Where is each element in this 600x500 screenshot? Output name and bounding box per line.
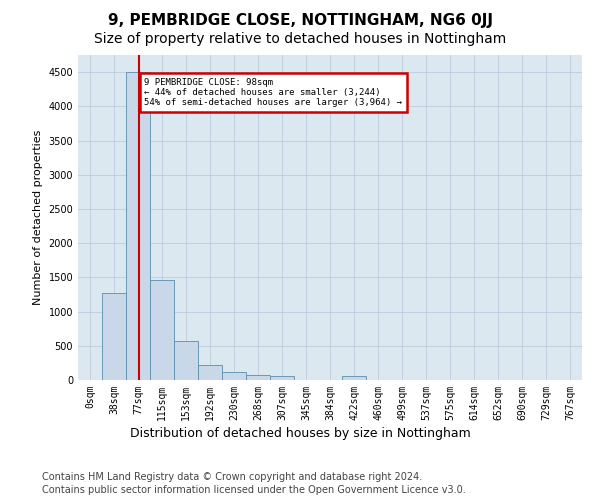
Bar: [222, 372, 246, 380]
Text: Contains public sector information licensed under the Open Government Licence v3: Contains public sector information licen…: [42, 485, 466, 495]
Bar: [246, 375, 270, 380]
Bar: [102, 293, 126, 380]
Bar: [342, 376, 366, 380]
Bar: [270, 376, 294, 380]
Bar: [174, 340, 198, 380]
Bar: [198, 364, 222, 380]
Text: Contains HM Land Registry data © Crown copyright and database right 2024.: Contains HM Land Registry data © Crown c…: [42, 472, 422, 482]
Text: 9, PEMBRIDGE CLOSE, NOTTINGHAM, NG6 0JJ: 9, PEMBRIDGE CLOSE, NOTTINGHAM, NG6 0JJ: [107, 12, 493, 28]
Bar: [126, 72, 150, 380]
Bar: [150, 280, 174, 380]
Text: Distribution of detached houses by size in Nottingham: Distribution of detached houses by size …: [130, 428, 470, 440]
Text: Size of property relative to detached houses in Nottingham: Size of property relative to detached ho…: [94, 32, 506, 46]
Text: 9 PEMBRIDGE CLOSE: 98sqm
← 44% of detached houses are smaller (3,244)
54% of sem: 9 PEMBRIDGE CLOSE: 98sqm ← 44% of detach…: [144, 78, 402, 108]
Y-axis label: Number of detached properties: Number of detached properties: [33, 130, 43, 305]
